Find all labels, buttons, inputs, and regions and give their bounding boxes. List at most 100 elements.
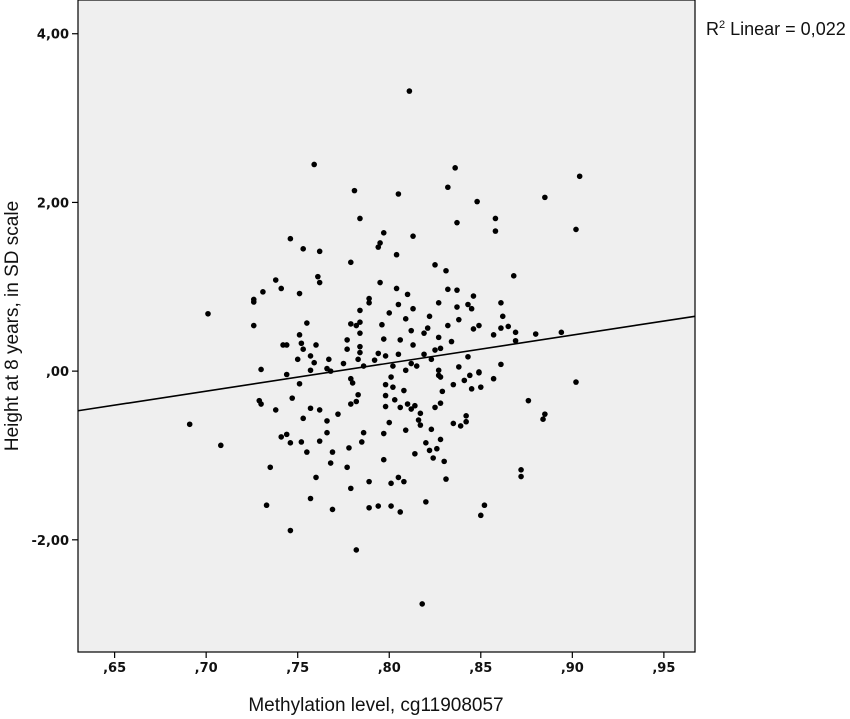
data-point — [457, 423, 464, 429]
data-point — [307, 367, 314, 374]
data-point — [395, 191, 402, 197]
data-point — [307, 353, 314, 359]
data-point — [558, 329, 565, 336]
data-point — [412, 402, 418, 409]
data-point — [250, 322, 257, 329]
data-point — [311, 161, 317, 168]
data-point — [490, 332, 497, 338]
data-point — [311, 359, 317, 366]
data-point — [443, 476, 449, 482]
data-point — [316, 407, 323, 413]
data-point — [298, 340, 305, 347]
data-point — [344, 337, 350, 343]
data-point — [437, 436, 444, 443]
data-point — [304, 449, 310, 455]
data-point — [263, 502, 270, 509]
data-point — [404, 291, 411, 298]
data-point — [430, 455, 436, 461]
data-point — [542, 194, 548, 201]
data-point — [357, 343, 363, 350]
data-point — [476, 370, 482, 376]
data-point — [435, 367, 442, 374]
data-point — [375, 244, 382, 250]
data-point — [410, 305, 416, 312]
data-point — [450, 381, 457, 388]
data-point — [542, 411, 548, 417]
data-point — [434, 445, 440, 452]
data-point — [470, 293, 477, 299]
data-point — [347, 259, 354, 266]
data-point — [492, 228, 499, 234]
data-point — [258, 401, 264, 407]
data-point — [435, 334, 442, 341]
data-point — [481, 502, 488, 509]
data-point — [283, 371, 290, 378]
data-point — [380, 430, 387, 437]
data-point — [435, 300, 442, 306]
data-point — [397, 337, 404, 343]
data-point — [402, 367, 409, 374]
data-point — [218, 442, 224, 449]
data-point — [454, 219, 460, 226]
data-point — [443, 267, 449, 274]
data-point — [327, 460, 334, 466]
data-point — [357, 349, 363, 356]
data-point — [450, 420, 457, 427]
data-point — [465, 301, 471, 308]
data-point — [518, 473, 524, 480]
data-point — [366, 504, 372, 511]
data-point — [294, 356, 301, 363]
data-points — [186, 88, 583, 607]
data-point — [419, 601, 426, 607]
x-tick-label: ,90 — [561, 661, 584, 676]
data-point — [492, 215, 499, 222]
data-point — [432, 404, 438, 411]
data-point — [395, 351, 402, 358]
data-point — [390, 384, 396, 390]
data-point — [456, 316, 462, 323]
data-point — [287, 235, 294, 242]
data-point — [448, 338, 455, 345]
data-point — [417, 422, 424, 428]
data-point — [377, 240, 383, 246]
data-point — [408, 327, 415, 334]
x-axis-title: Methylation level, cg11908057 — [248, 695, 503, 716]
data-point — [388, 480, 394, 487]
data-point — [366, 478, 372, 485]
data-point — [267, 464, 274, 471]
data-point — [355, 391, 361, 398]
data-point — [454, 287, 460, 293]
data-point — [426, 447, 433, 454]
data-point — [335, 411, 341, 417]
data-point — [380, 336, 387, 342]
data-point — [468, 386, 475, 392]
data-point — [437, 400, 444, 406]
x-axis: ,65 ,70 ,75 ,80 ,85 ,90 ,95 — [103, 652, 675, 676]
linear-fit-line — [77, 315, 696, 412]
data-point — [498, 325, 504, 331]
data-point — [347, 375, 354, 382]
data-point — [326, 356, 332, 363]
data-point — [382, 381, 389, 388]
data-point — [304, 320, 310, 326]
y-axis-title: Height at 8 years, in SD scale — [2, 201, 23, 451]
data-point — [410, 233, 416, 239]
y-axis: -2,00 ,00 2,00 4,00 — [32, 28, 78, 549]
data-point — [351, 187, 358, 194]
data-point — [463, 413, 469, 419]
data-point — [300, 246, 306, 252]
data-point — [382, 353, 389, 359]
data-point — [452, 165, 458, 171]
data-point — [371, 357, 378, 363]
data-point — [347, 321, 354, 327]
data-point — [505, 323, 512, 330]
data-point — [573, 379, 579, 385]
data-point — [499, 313, 506, 320]
data-point — [477, 384, 484, 390]
data-point — [278, 434, 285, 440]
data-point — [397, 404, 404, 411]
data-point — [406, 88, 413, 94]
data-point — [283, 431, 290, 438]
data-point — [186, 421, 193, 428]
data-point — [408, 360, 415, 367]
